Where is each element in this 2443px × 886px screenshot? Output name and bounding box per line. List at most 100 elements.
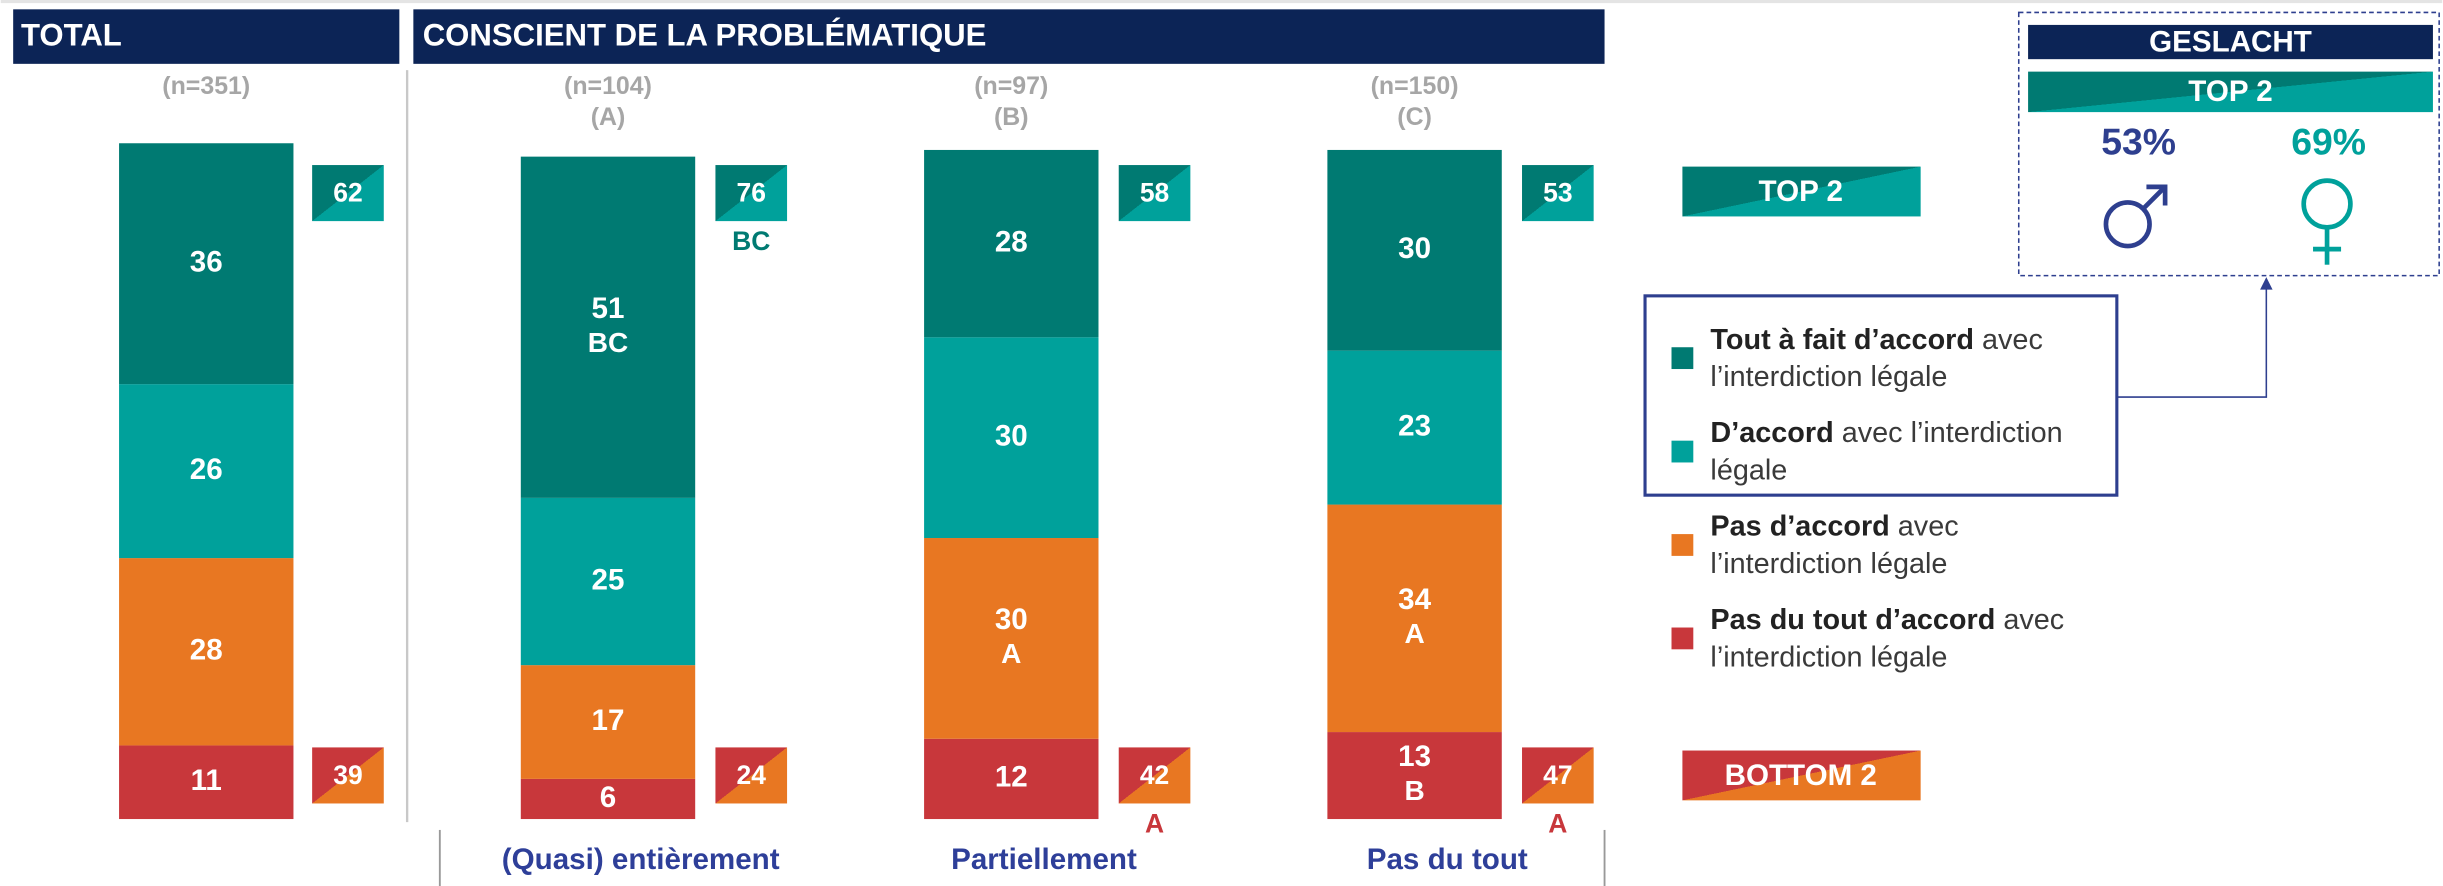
section-header — [13, 9, 400, 64]
bar-segment — [119, 143, 294, 385]
top2-value: 58 — [1140, 178, 1169, 208]
female-icon — [2301, 178, 2353, 265]
top2-sig: BC — [732, 226, 770, 256]
legend-suffix: avec l’interdiction légale — [1710, 602, 2065, 673]
connector — [2116, 286, 2268, 398]
value-label: 36 — [190, 246, 223, 279]
value-label: 13 — [1398, 740, 1431, 773]
bar-segment — [119, 384, 294, 559]
legend-text: Tout à fait d’accord avec l’interdiction… — [1710, 321, 2118, 396]
group-letter: (B) — [994, 103, 1029, 131]
category-label: Partiellement — [951, 843, 1137, 876]
value-label: 28 — [995, 225, 1028, 258]
bottom2-sig: A — [1145, 808, 1164, 838]
section-title: CONSCIENT DE LA PROBLÉMATIQUE — [423, 18, 987, 53]
bottom2-sig: A — [1548, 808, 1567, 838]
section-header — [413, 9, 1605, 64]
bottom2-value: 47 — [1543, 760, 1572, 790]
value-label: 23 — [1398, 409, 1431, 442]
bottom2-box — [715, 747, 788, 804]
sig-label: A — [1001, 638, 1021, 669]
gender-title: GESLACHT — [2149, 25, 2312, 58]
male-icon — [2103, 184, 2168, 249]
bar-segment — [1327, 504, 1502, 733]
gender-value: 69% — [2291, 121, 2366, 163]
value-label: 6 — [600, 781, 616, 814]
sig-label: BC — [588, 327, 628, 358]
value-label: 30 — [1398, 232, 1431, 265]
bar-segment — [924, 149, 1099, 338]
legend-name: D’accord — [1710, 415, 1834, 449]
top2-value: 76 — [737, 178, 766, 208]
value-label: 25 — [592, 563, 625, 596]
value-label: 12 — [995, 761, 1028, 794]
category-label: Pas du tout — [1367, 843, 1528, 876]
bar-segment — [119, 745, 294, 820]
top2-label: TOP 2 — [1759, 175, 1843, 208]
top2-box — [1118, 165, 1191, 222]
gender-value: 53% — [2101, 121, 2176, 163]
value-label: 30 — [995, 603, 1028, 636]
bar-segment — [119, 558, 294, 746]
legend-entry: D’accord avec l’interdiction légale — [1710, 414, 2118, 489]
bottom2-value: 39 — [333, 760, 362, 790]
top2-value: 53 — [1543, 178, 1572, 208]
legend-text: Pas d’accord avec l’interdiction légale — [1710, 508, 2118, 583]
top2-box — [1522, 165, 1594, 222]
value-label: 34 — [1398, 583, 1431, 616]
legend-entry: Pas du tout d’accord avec l’interdiction… — [1710, 601, 2118, 676]
bottom2-value: 42 — [1140, 760, 1169, 790]
legend-entry: Tout à fait d’accord avec l’interdiction… — [1710, 321, 2118, 396]
top2-box — [312, 165, 384, 222]
legend-text: D’accord avec l’interdiction légale — [1710, 414, 2118, 489]
top2-legend — [1682, 166, 1921, 217]
value-label: 26 — [190, 453, 223, 486]
legend-entry: Pas d’accord avec l’interdiction légale — [1710, 508, 2118, 583]
legend-name: Pas du tout d’accord — [1710, 602, 1996, 636]
gender-header — [2028, 24, 2433, 60]
top2-value: 62 — [333, 178, 362, 208]
legend-name: Pas d’accord — [1710, 509, 1890, 542]
bar-segment — [1327, 732, 1502, 820]
legend-text: Pas du tout d’accord avec l’interdiction… — [1710, 601, 2118, 676]
bottom2-box — [1522, 747, 1594, 804]
bar-segment — [1327, 350, 1502, 505]
value-label: 28 — [190, 634, 223, 667]
sample-size: (n=351) — [162, 72, 250, 100]
sample-size: (n=97) — [974, 72, 1048, 100]
bar-segment — [520, 665, 696, 779]
bottom2-value: 24 — [737, 760, 767, 790]
legend-suffix: avec l’interdiction légale — [1710, 509, 1959, 580]
group-letter: (A) — [591, 103, 626, 131]
bar-segment — [1327, 149, 1502, 351]
legend-frame — [1643, 294, 2119, 497]
bar-segment — [924, 738, 1099, 820]
value-label: 17 — [592, 704, 625, 737]
bar-segment — [520, 156, 696, 498]
arrow — [2260, 277, 2273, 290]
legend-suffix: avec l’interdiction légale — [1710, 415, 2063, 486]
bottom2-box — [1118, 747, 1191, 804]
section-title: TOTAL — [21, 18, 122, 53]
legend-swatch — [1671, 347, 1694, 370]
category-label: (Quasi) entièrement — [502, 843, 780, 876]
gender-subheader — [2028, 71, 2433, 113]
bottom2-label: BOTTOM 2 — [1725, 759, 1877, 792]
value-label: 51 — [592, 292, 625, 325]
bar-segment — [924, 337, 1099, 539]
value-label: 30 — [995, 419, 1028, 452]
sample-size: (n=150) — [1371, 72, 1459, 100]
bottom2-box — [312, 747, 384, 804]
value-label: 11 — [191, 764, 222, 797]
group-letter: (C) — [1397, 103, 1432, 131]
bar-segment — [924, 538, 1099, 739]
legend-name: Tout à fait d’accord — [1710, 322, 1975, 356]
legend-swatch — [1671, 534, 1694, 556]
legend-swatch — [1671, 627, 1694, 650]
gender-subtitle: TOP 2 — [2188, 75, 2272, 108]
legend-swatch — [1671, 440, 1694, 463]
bottom2-legend — [1682, 750, 1921, 801]
bar-segment — [520, 778, 696, 820]
sig-label: A — [1404, 618, 1424, 649]
